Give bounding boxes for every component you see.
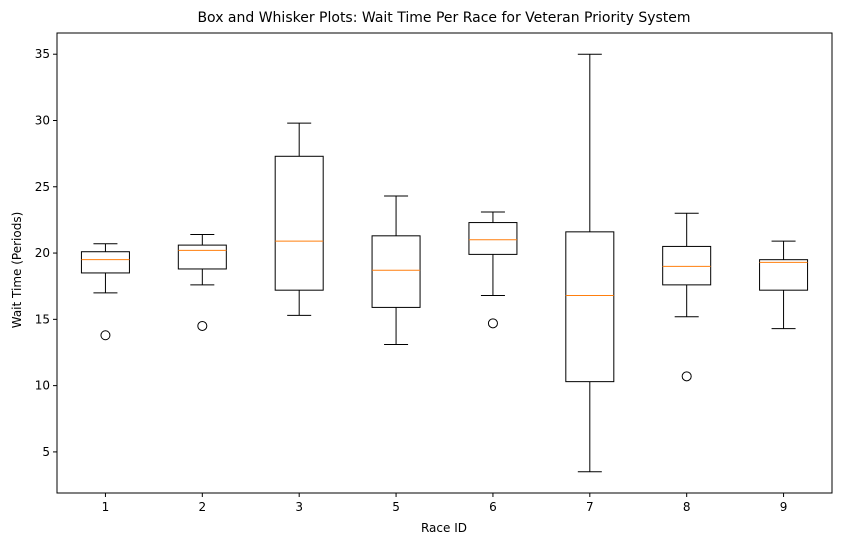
box-group-5 — [371, 195, 421, 346]
x-tick-label: 2 — [198, 500, 206, 514]
y-tick-label: 35 — [35, 47, 50, 61]
x-tick-label: 8 — [683, 500, 691, 514]
x-tick-label: 7 — [586, 500, 594, 514]
x-axis-label: Race ID — [421, 521, 467, 535]
box-group-3 — [274, 122, 324, 316]
outlier-point — [681, 371, 692, 382]
box — [759, 259, 809, 291]
y-axis-label: Wait Time (Periods) — [10, 212, 24, 329]
y-tick-label: 25 — [35, 180, 50, 194]
box — [80, 251, 130, 274]
x-tick-label: 5 — [392, 500, 400, 514]
outlier-point — [487, 318, 498, 329]
box — [565, 231, 615, 383]
plot-area — [80, 53, 809, 473]
x-tick-label: 6 — [489, 500, 497, 514]
x-tick-label: 9 — [780, 500, 788, 514]
box — [177, 244, 227, 270]
y-tick-label: 20 — [35, 246, 50, 260]
y-tick-label: 30 — [35, 113, 50, 127]
y-axis: 5 10 15 20 25 30 35 — [35, 47, 57, 459]
box — [468, 222, 518, 255]
y-tick-label: 10 — [35, 379, 50, 393]
box-group-7 — [565, 53, 615, 473]
x-tick-label: 1 — [102, 500, 110, 514]
box-group-2 — [177, 233, 227, 331]
box — [662, 245, 712, 286]
box — [371, 235, 421, 308]
chart-title: Box and Whisker Plots: Wait Time Per Rac… — [197, 10, 690, 26]
outlier-point — [100, 330, 111, 341]
plot-frame — [56, 32, 833, 494]
box — [274, 155, 324, 291]
outlier-point — [197, 320, 208, 331]
box-group-8 — [662, 212, 712, 382]
box-group-9 — [759, 240, 809, 330]
y-tick-label: 15 — [35, 312, 50, 326]
x-tick-label: 3 — [295, 500, 303, 514]
box-group-6 — [468, 211, 518, 329]
y-tick-label: 5 — [42, 445, 50, 459]
x-axis: 1 2 3 5 6 7 8 9 — [102, 493, 788, 514]
box-group-1 — [80, 243, 130, 341]
